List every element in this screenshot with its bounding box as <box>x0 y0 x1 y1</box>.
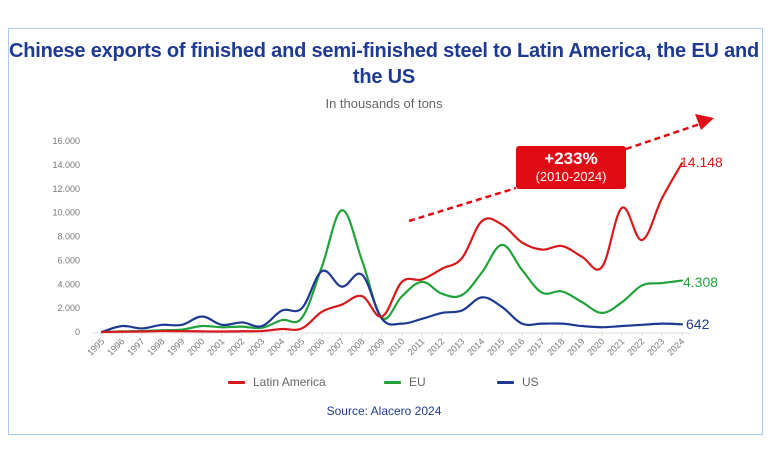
end-label-us: 642 <box>686 316 710 332</box>
x-tick-label: 2024 <box>665 336 686 357</box>
x-tick-label: 2007 <box>325 336 346 357</box>
x-tick-label: 2014 <box>465 336 486 357</box>
y-tick-label: 6.000 <box>57 255 80 265</box>
series-lines <box>100 162 684 334</box>
arrow-shaft-lower <box>408 186 517 223</box>
chart-subtitle: In thousands of tons <box>325 96 443 111</box>
x-tick-label: 1998 <box>145 336 166 357</box>
legend-item-eu: EU <box>384 375 426 389</box>
x-tick-label: 1997 <box>125 336 146 357</box>
x-tick-label: 2001 <box>205 336 226 357</box>
x-tick-label: 2004 <box>265 336 286 357</box>
y-tick-label: 8.000 <box>57 232 80 242</box>
x-tick-label: 2015 <box>485 336 506 357</box>
x-tick-label: 2012 <box>425 336 446 357</box>
x-tick-label: 2011 <box>406 336 427 357</box>
series-line-eu <box>100 209 684 334</box>
x-tick-label: 2000 <box>185 336 206 357</box>
y-axis: 0 2.000 4.000 6.000 8.000 10.000 12.000 14.000 1… <box>52 136 80 337</box>
growth-period: (2010-2024) <box>535 169 607 184</box>
x-tick-label: 1996 <box>105 336 126 357</box>
y-tick-label: 2.000 <box>57 303 80 313</box>
legend-swatch-latin-america <box>228 380 245 384</box>
legend-label: EU <box>409 375 426 389</box>
x-tick-label: 2009 <box>365 336 386 357</box>
series-line-latin-america <box>100 162 684 334</box>
x-tick-label: 2005 <box>285 336 306 357</box>
y-tick-label: 4.000 <box>57 279 80 289</box>
legend-label: US <box>522 375 539 389</box>
y-tick-label: 16.000 <box>52 136 80 146</box>
legend-swatch-eu <box>384 380 401 384</box>
x-tick-label: 2020 <box>585 336 606 357</box>
y-tick-label: 0 <box>75 327 80 337</box>
legend-label: Latin America <box>253 375 326 389</box>
growth-arrow <box>408 114 714 223</box>
end-label-eu: 4.308 <box>683 274 718 290</box>
x-tick-label: 2016 <box>505 336 526 357</box>
x-tick-label: 2023 <box>645 336 666 357</box>
chart-card <box>8 28 763 435</box>
growth-percent: +233% <box>544 149 598 168</box>
y-tick-label: 12.000 <box>52 184 80 194</box>
chart-title: Chinese exports of finished and semi-fin… <box>8 40 760 88</box>
y-tick-label: 10.000 <box>52 208 80 218</box>
arrow-shaft-upper <box>625 122 701 151</box>
x-tick-label: 2002 <box>225 336 246 357</box>
x-tick-label: 2018 <box>545 336 566 357</box>
series-line-us <box>100 269 684 334</box>
x-tick-label: 2003 <box>245 336 266 357</box>
x-axis: 1995199619971998199920002001200220032004… <box>85 332 690 358</box>
source-note: Source: Alacero 2024 <box>326 404 442 418</box>
x-tick-label: 2006 <box>305 336 326 357</box>
x-tick-label: 2017 <box>525 336 546 357</box>
x-tick-label: 2010 <box>385 336 406 357</box>
arrow-head-icon <box>695 114 714 130</box>
legend: Latin America EU US <box>0 375 768 393</box>
legend-swatch-us <box>497 380 514 384</box>
legend-item-latin-america: Latin America <box>228 375 326 389</box>
growth-badge: +233% (2010-2024) <box>516 146 626 189</box>
x-tick-label: 2013 <box>445 336 466 357</box>
x-tick-label: 2022 <box>625 336 646 357</box>
legend-item-us: US <box>497 375 539 389</box>
end-labels: 14.148 4.308 642 <box>680 154 723 332</box>
x-tick-label: 1995 <box>85 336 106 357</box>
end-label-latin-america: 14.148 <box>680 154 723 170</box>
y-tick-label: 14.000 <box>52 160 80 170</box>
x-tick-label: 2019 <box>565 336 586 357</box>
x-tick-label: 2021 <box>605 336 626 357</box>
x-tick-label: 1999 <box>165 336 186 357</box>
x-tick-label: 2008 <box>345 336 366 357</box>
